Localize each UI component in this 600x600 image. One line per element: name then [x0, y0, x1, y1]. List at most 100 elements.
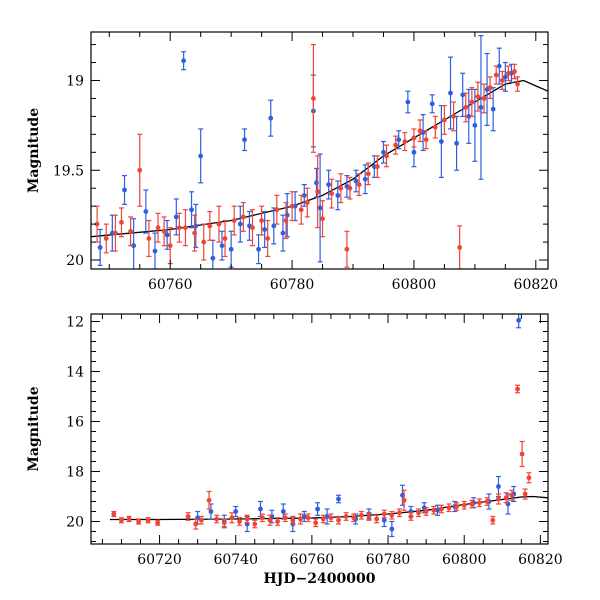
top-red-marker [216, 221, 222, 227]
bottom-red-point [118, 517, 124, 524]
bottom-red-marker [119, 517, 124, 523]
top-blue-marker [496, 63, 502, 69]
bottom-y-tick-label: 16 [66, 415, 84, 431]
top-red-marker [311, 96, 316, 101]
bottom-red-point [252, 519, 258, 529]
bottom-red-point [244, 514, 250, 524]
top-y-tick-label: 20 [66, 253, 84, 269]
bottom-red-marker [237, 519, 242, 524]
top-red-marker [512, 69, 517, 74]
top-blue-point [173, 198, 179, 236]
top-blue-point [280, 214, 286, 252]
top-blue-marker [405, 99, 411, 105]
top-x-tick-label: 60780 [270, 277, 315, 293]
bottom-red-point [229, 512, 235, 524]
top-red-marker [119, 219, 124, 225]
top-red-marker [338, 185, 344, 191]
bottom-y-tick-label: 12 [66, 315, 84, 331]
top-red-marker [469, 99, 475, 105]
bottom-blue-point [495, 475, 501, 498]
bottom-red-point [320, 514, 326, 524]
bottom-blue-marker [233, 509, 239, 514]
bottom-red-point [389, 510, 395, 520]
top-red-point [167, 227, 173, 265]
top-blue-marker [362, 176, 368, 182]
top-red-marker [505, 70, 511, 76]
bottom-red-marker [111, 511, 117, 517]
top-red-marker [451, 113, 456, 119]
bottom-red-marker [221, 520, 227, 526]
top-blue-marker [228, 246, 234, 252]
bottom-red-series [111, 384, 532, 530]
top-blue-point [122, 175, 128, 205]
top-red-point [249, 209, 255, 247]
top-red-marker [432, 124, 438, 130]
top-red-marker [183, 225, 188, 231]
top-red-point [192, 214, 198, 252]
top-panel: 60760 60780 60800 60820 19 19.5 20 Magnitude [26, 31, 558, 293]
top-blue-marker [335, 192, 341, 198]
bottom-plot-frame [90, 313, 549, 545]
bottom-red-marker [155, 520, 161, 526]
bottom-red-marker [185, 514, 191, 519]
bottom-red-marker [397, 510, 402, 516]
bottom-red-marker [206, 497, 212, 503]
bottom-red-point [336, 515, 342, 525]
top-blue-point [262, 210, 268, 249]
bottom-red-point [297, 513, 303, 525]
bottom-red-point [396, 508, 402, 518]
top-blue-marker [198, 153, 204, 159]
top-red-marker [250, 225, 255, 231]
bottom-red-point [214, 514, 220, 524]
top-red-point [344, 230, 350, 268]
top-blue-marker [301, 192, 307, 198]
bottom-red-marker [461, 502, 467, 508]
top-red-marker [201, 239, 207, 245]
top-red-marker [384, 153, 389, 159]
top-red-marker [265, 236, 271, 241]
top-blue-point [438, 105, 444, 179]
bottom-red-point [522, 488, 528, 500]
bottom-blue-marker [435, 507, 440, 513]
top-blue-marker [326, 182, 332, 188]
top-blue-point [454, 115, 460, 171]
top-blue-point [219, 230, 225, 261]
bottom-red-point [206, 490, 212, 510]
top-blue-point [317, 153, 323, 263]
bottom-red-marker [214, 516, 220, 522]
bottom-blue-marker [315, 506, 320, 512]
bottom-blue-marker [324, 514, 330, 519]
bottom-red-marker [374, 516, 380, 522]
top-red-point [441, 105, 447, 135]
top-red-marker [231, 218, 237, 223]
top-red-point [259, 205, 265, 236]
bottom-red-point [454, 502, 460, 511]
top-red-point [432, 115, 438, 139]
bottom-red-point [198, 515, 204, 525]
bottom-blue-marker [389, 526, 395, 532]
top-red-point [451, 101, 457, 132]
bottom-red-point [126, 515, 132, 523]
top-blue-marker [317, 205, 323, 211]
top-red-point [240, 201, 246, 232]
top-red-point [112, 214, 118, 252]
bottom-red-point [351, 513, 357, 523]
bottom-y-tick-labels: 12 14 16 18 20 [66, 315, 84, 531]
top-red-marker [457, 245, 463, 250]
bottom-red-marker [252, 521, 258, 527]
top-red-marker [320, 216, 325, 222]
top-red-point [128, 216, 134, 247]
bottom-blue-marker [496, 484, 501, 489]
bottom-red-point [111, 510, 117, 518]
top-blue-point [143, 189, 149, 234]
top-red-point [146, 219, 152, 258]
top-blue-point [335, 180, 341, 211]
top-blue-point [326, 169, 332, 200]
bottom-blue-point [516, 314, 522, 329]
bottom-red-marker [416, 510, 421, 516]
top-red-point [469, 87, 475, 117]
top-red-marker [289, 203, 295, 209]
top-red-marker [344, 246, 350, 252]
top-red-point [402, 131, 408, 152]
top-blue-marker [262, 227, 268, 232]
